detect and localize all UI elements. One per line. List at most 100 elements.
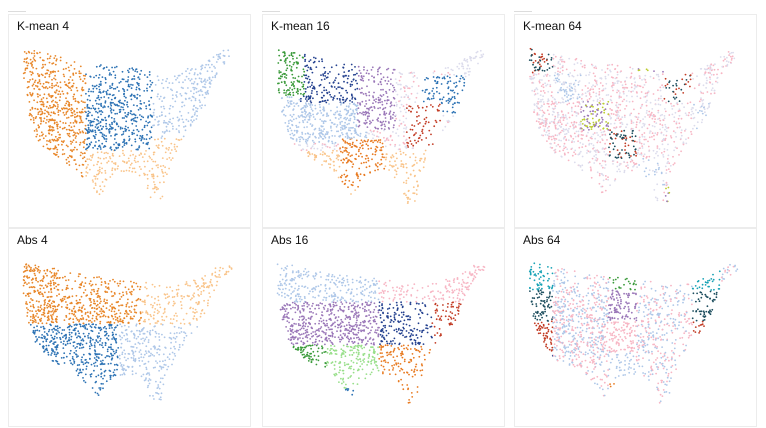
data-point <box>84 362 87 365</box>
data-point <box>412 144 415 147</box>
data-point <box>644 116 646 118</box>
data-point <box>150 173 153 176</box>
data-point <box>528 59 531 61</box>
data-point <box>195 91 198 94</box>
data-point <box>86 143 88 146</box>
data-point <box>424 89 427 91</box>
data-point <box>171 89 174 92</box>
data-point <box>111 173 114 176</box>
data-point <box>618 168 620 171</box>
data-point <box>645 138 647 141</box>
data-point <box>589 137 592 139</box>
data-point <box>183 126 185 128</box>
data-point <box>659 119 662 122</box>
data-point <box>641 133 644 136</box>
data-point <box>122 87 124 90</box>
data-point <box>627 167 629 169</box>
data-point <box>138 165 141 168</box>
data-point <box>353 112 356 115</box>
data-point <box>704 72 706 74</box>
data-point <box>433 70 436 73</box>
data-point <box>606 64 609 67</box>
data-point <box>570 121 573 124</box>
data-point <box>114 128 117 131</box>
data-point <box>645 112 648 114</box>
data-point <box>402 151 405 154</box>
data-point <box>61 329 64 331</box>
data-point <box>288 54 291 57</box>
data-point <box>200 78 203 80</box>
data-point <box>607 74 610 76</box>
data-point <box>413 71 415 74</box>
data-point <box>663 150 666 153</box>
data-point <box>596 100 599 103</box>
data-point <box>540 134 543 136</box>
data-point <box>580 59 583 62</box>
data-point <box>695 109 697 111</box>
data-point <box>160 366 163 369</box>
data-point <box>441 129 444 132</box>
data-point <box>142 142 145 144</box>
data-point <box>663 191 666 194</box>
data-point <box>146 173 149 176</box>
data-point <box>384 106 387 109</box>
data-point <box>175 150 178 153</box>
data-point <box>536 107 539 109</box>
data-point <box>342 158 345 161</box>
data-point <box>307 98 310 101</box>
data-point <box>601 134 604 136</box>
data-point <box>66 100 68 103</box>
data-point <box>72 139 75 142</box>
data-point <box>75 294 78 297</box>
data-point <box>620 70 622 72</box>
data-point <box>114 313 116 316</box>
data-point <box>663 115 666 117</box>
data-point <box>104 77 107 79</box>
data-point <box>135 125 138 127</box>
data-point <box>379 120 382 123</box>
data-point <box>729 55 732 58</box>
data-point <box>74 315 77 317</box>
data-point <box>601 118 604 121</box>
data-point <box>113 149 116 152</box>
data-point <box>182 135 185 138</box>
data-point <box>121 70 124 73</box>
data-point <box>113 121 116 123</box>
data-point <box>100 360 102 362</box>
data-point <box>325 101 328 104</box>
data-point <box>204 78 206 81</box>
data-point <box>331 140 333 143</box>
data-point <box>95 315 98 318</box>
data-point <box>550 138 553 141</box>
data-point <box>185 281 188 283</box>
data-point <box>121 146 124 148</box>
data-point <box>97 116 100 118</box>
data-point <box>98 98 101 101</box>
data-point <box>113 373 116 376</box>
data-point <box>139 100 142 102</box>
data-point <box>277 49 280 52</box>
data-point <box>143 153 146 156</box>
data-point <box>29 58 32 61</box>
data-point <box>434 79 436 82</box>
data-point <box>56 138 59 140</box>
data-point <box>337 176 340 179</box>
data-point <box>134 157 136 160</box>
data-point <box>313 158 316 161</box>
data-point <box>37 113 40 115</box>
data-point <box>468 74 470 76</box>
data-point <box>417 105 419 107</box>
data-point <box>47 120 50 123</box>
data-point <box>67 108 70 111</box>
data-point <box>662 199 665 202</box>
data-point <box>592 88 594 91</box>
data-point <box>656 133 659 136</box>
data-point <box>562 81 565 84</box>
data-point <box>400 83 402 86</box>
data-point <box>51 84 53 87</box>
data-point <box>106 93 108 96</box>
data-point <box>431 143 434 146</box>
data-point <box>340 150 342 153</box>
data-point <box>360 162 363 165</box>
data-point <box>363 174 366 177</box>
